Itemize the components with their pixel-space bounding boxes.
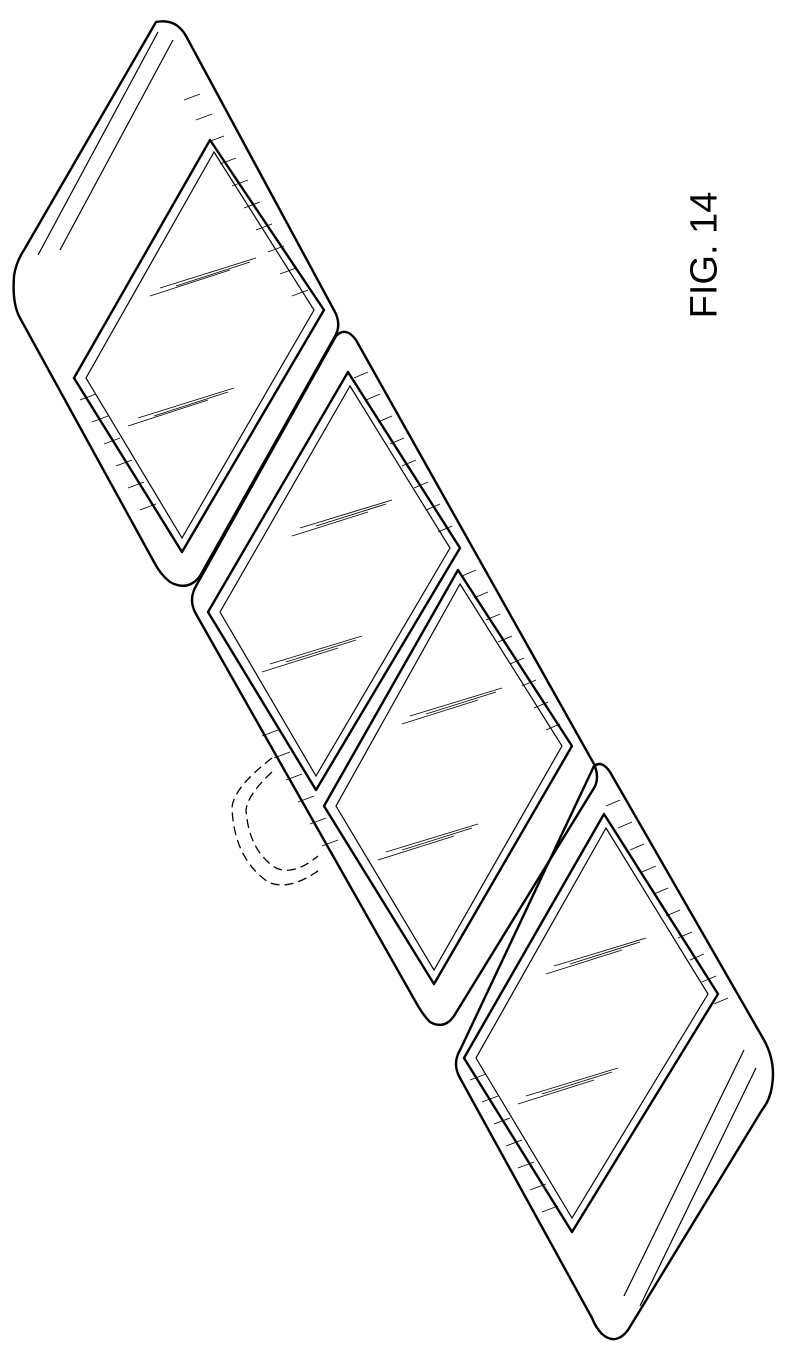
panel-1 bbox=[14, 21, 339, 586]
panel-3 bbox=[456, 764, 773, 1339]
figure-label: FIG. 14 bbox=[684, 192, 727, 319]
panel-3-hatch bbox=[470, 800, 728, 1212]
panel-2 bbox=[192, 332, 597, 1025]
panel-3-reflection bbox=[518, 938, 646, 1104]
panel-1-reflection bbox=[128, 258, 256, 426]
